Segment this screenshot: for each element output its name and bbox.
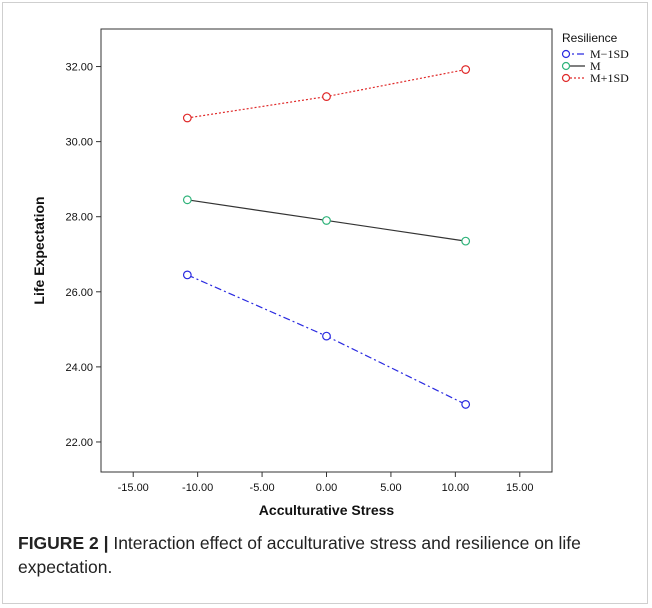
data-point (182, 113, 192, 123)
legend-item: M+1SD (561, 71, 629, 85)
x-tick-label: 15.00 (506, 482, 534, 494)
series-layer (182, 65, 471, 409)
legend-label: M−1SD (590, 47, 629, 61)
legend-item: M−1SD (561, 47, 629, 61)
series-group (182, 195, 471, 246)
x-tick-label: -5.00 (250, 482, 275, 494)
y-tick-label: 24.00 (65, 362, 93, 374)
x-axis-title: Acculturative Stress (259, 502, 395, 518)
data-point (322, 92, 331, 101)
legend-marker (561, 73, 571, 83)
interaction-chart: -15.00 -10.00 -5.00 0.00 5.00 10.00 15.00 22.0… (31, 28, 629, 518)
series-group (182, 65, 471, 123)
legend-title: Resilience (562, 31, 618, 45)
legend-label: M (590, 59, 601, 73)
y-axis-title: Life Expectation (31, 196, 47, 304)
series-group (182, 270, 471, 409)
x-tick-label: -15.00 (118, 482, 149, 494)
caption-text: Interaction effect of acculturative stre… (18, 533, 581, 577)
x-tick-label: -10.00 (182, 482, 213, 494)
legend-item: M (561, 59, 601, 73)
data-point (182, 195, 192, 205)
data-point (322, 216, 331, 225)
x-tick-label: 0.00 (316, 482, 337, 494)
data-point (461, 236, 471, 246)
data-point (182, 270, 192, 280)
plot-area (100, 28, 553, 473)
legend-label: M+1SD (590, 71, 629, 85)
y-tick-label: 28.00 (65, 212, 93, 224)
y-tick-label: 30.00 (65, 137, 93, 149)
legend-marker (561, 49, 571, 59)
figure-caption: FIGURE 2 | Interaction effect of accultu… (18, 531, 628, 579)
data-point (461, 65, 471, 74)
y-tick-label: 32.00 (65, 62, 93, 74)
y-tick-label: 26.00 (65, 287, 93, 299)
y-tick-label: 22.00 (65, 437, 93, 449)
data-point (461, 400, 471, 409)
x-tick-label: 10.00 (442, 482, 470, 494)
data-point (322, 331, 331, 341)
legend-marker (561, 61, 571, 71)
caption-label: FIGURE 2 | (18, 533, 109, 553)
x-tick-label: 5.00 (380, 482, 401, 494)
x-axis: -15.00 -10.00 -5.00 0.00 5.00 10.00 15.00 (118, 472, 534, 494)
y-axis: 22.00 24.00 26.00 28.00 30.00 32.00 (65, 62, 101, 449)
